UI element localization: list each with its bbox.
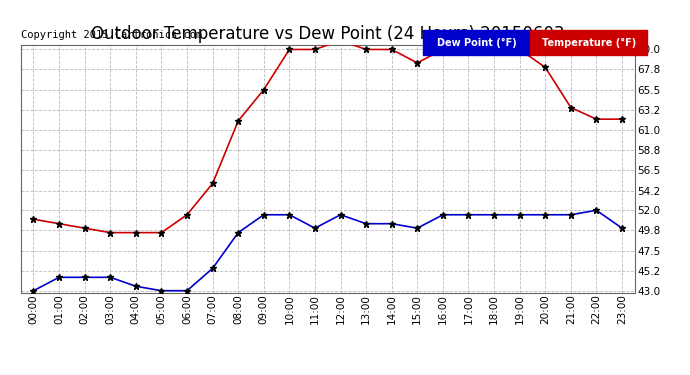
Bar bbox=[423, 30, 531, 55]
Text: Copyright 2015 Cartronics.com: Copyright 2015 Cartronics.com bbox=[21, 30, 202, 40]
Text: Temperature (°F): Temperature (°F) bbox=[542, 38, 636, 48]
Bar bbox=[531, 30, 647, 55]
Title: Outdoor Temperature vs Dew Point (24 Hours) 20150603: Outdoor Temperature vs Dew Point (24 Hou… bbox=[91, 26, 564, 44]
Text: Dew Point (°F): Dew Point (°F) bbox=[437, 38, 517, 48]
